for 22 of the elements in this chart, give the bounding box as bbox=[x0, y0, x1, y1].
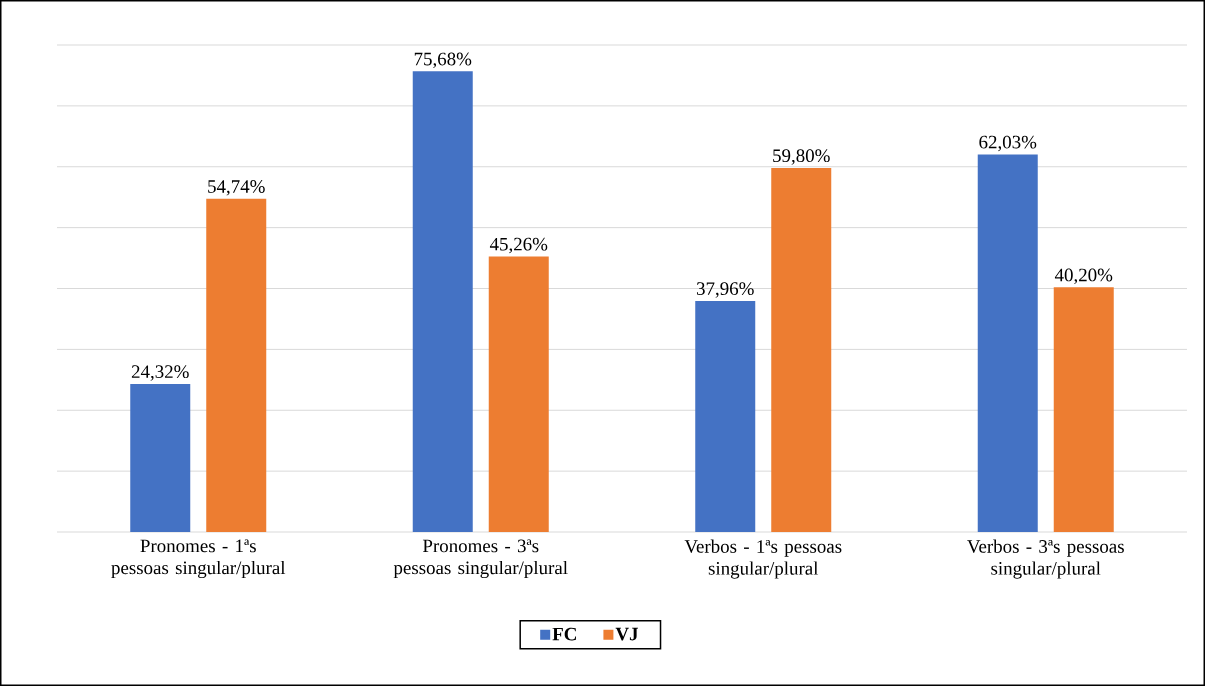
data-label: 75,68% bbox=[414, 52, 472, 69]
x-tick-label: Verbos - 1ªs pessoas singular/plural bbox=[684, 539, 842, 579]
x-tick-label: Verbos - 3ªs pessoas singular/plural bbox=[967, 539, 1124, 579]
data-label: 24,32% bbox=[131, 365, 189, 381]
bar bbox=[130, 383, 191, 532]
bar bbox=[488, 256, 549, 532]
bar bbox=[1053, 287, 1114, 532]
x-tick-label: Pronomes - 1ªs pessoas singular/plural bbox=[111, 539, 286, 579]
data-label: 59,80% bbox=[773, 149, 830, 165]
legend-label: VJ bbox=[615, 627, 638, 641]
data-label: 62,03% bbox=[979, 135, 1037, 152]
bar bbox=[977, 154, 1038, 532]
data-label: 54,74% bbox=[208, 180, 265, 196]
data-label: 40,20% bbox=[1054, 268, 1113, 285]
bar bbox=[412, 71, 473, 532]
bar bbox=[206, 198, 267, 532]
x-tick-label: Pronomes - 3ªs pessoas singular/plural bbox=[393, 539, 568, 579]
bar bbox=[695, 300, 756, 532]
data-label: 45,26% bbox=[489, 237, 548, 254]
bar bbox=[771, 167, 832, 532]
legend-label: FC bbox=[552, 627, 576, 641]
data-label: 37,96% bbox=[696, 282, 754, 298]
